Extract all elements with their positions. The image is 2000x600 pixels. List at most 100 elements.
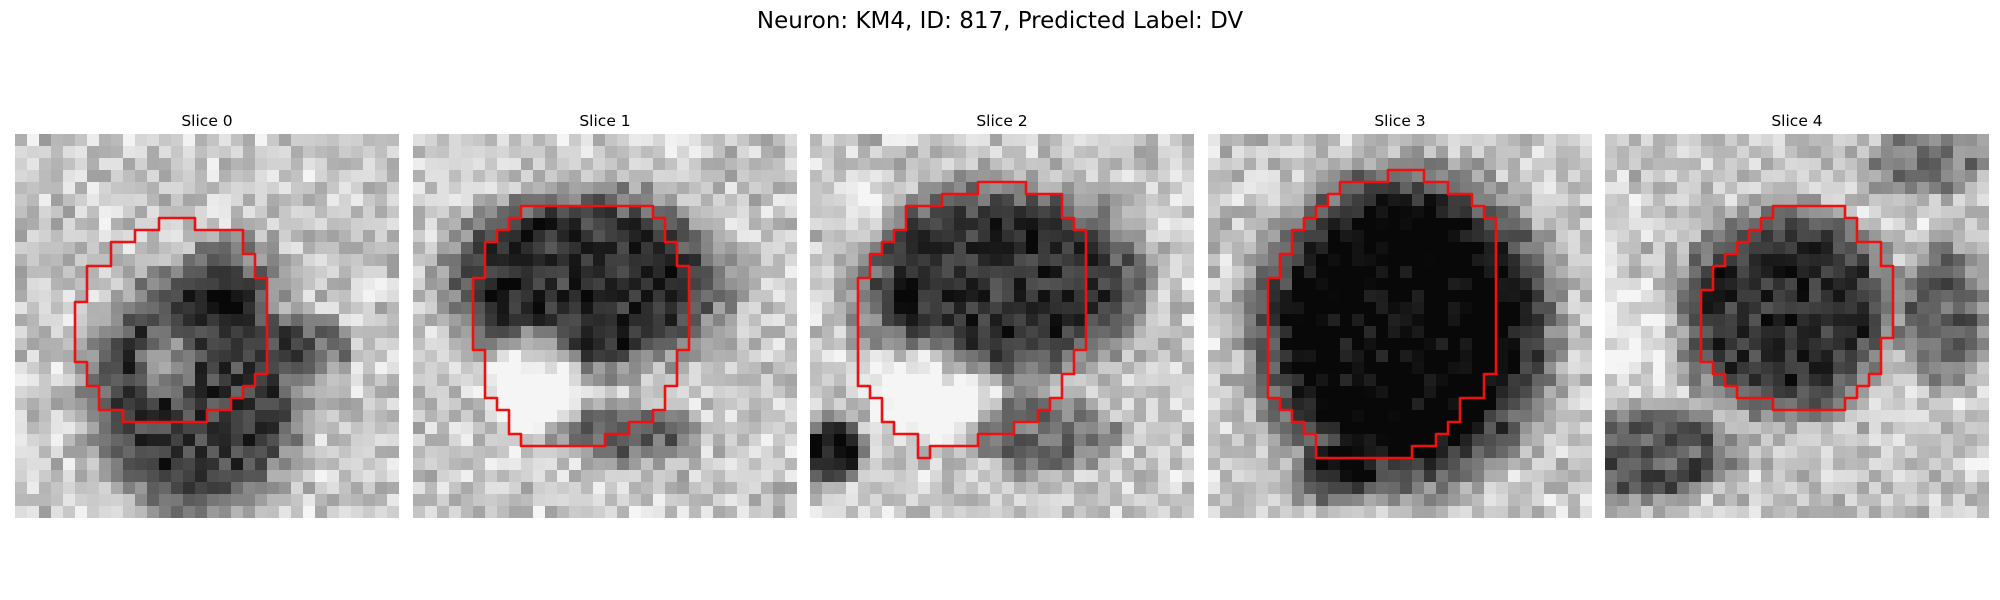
pixel-cell bbox=[1050, 266, 1063, 279]
pixel-cell bbox=[351, 134, 364, 147]
pixel-cell bbox=[1182, 254, 1194, 267]
pixel-cell bbox=[761, 158, 774, 171]
pixel-cell bbox=[521, 146, 534, 159]
pixel-cell bbox=[1424, 362, 1437, 375]
pixel-cell bbox=[1845, 134, 1858, 147]
pixel-cell bbox=[485, 230, 498, 243]
pixel-cell bbox=[63, 398, 76, 411]
pixel-cell bbox=[1014, 290, 1027, 303]
pixel-cell bbox=[255, 434, 268, 447]
pixel-cell bbox=[1568, 398, 1581, 411]
pixel-cell bbox=[521, 458, 534, 471]
pixel-cell bbox=[1134, 422, 1147, 435]
pixel-cell bbox=[375, 278, 388, 291]
pixel-cell bbox=[1256, 230, 1269, 243]
pixel-cell bbox=[1328, 410, 1341, 423]
pixel-cell bbox=[1268, 302, 1281, 315]
pixel-cell bbox=[1749, 302, 1762, 315]
pixel-cell bbox=[1941, 398, 1954, 411]
pixel-cell bbox=[1448, 374, 1461, 387]
pixel-cell bbox=[135, 170, 148, 183]
pixel-cell bbox=[195, 170, 208, 183]
pixel-cell bbox=[1400, 158, 1413, 171]
pixel-cell bbox=[822, 182, 835, 195]
pixel-cell bbox=[1520, 158, 1533, 171]
pixel-cell bbox=[677, 266, 690, 279]
pixel-cell bbox=[159, 374, 172, 387]
pixel-cell bbox=[1689, 242, 1702, 255]
pixel-cell bbox=[1268, 446, 1281, 459]
pixel-cell bbox=[990, 254, 1003, 267]
pixel-cell bbox=[231, 374, 244, 387]
pixel-cell bbox=[966, 386, 979, 399]
pixel-cell bbox=[1556, 458, 1569, 471]
pixel-cell bbox=[990, 182, 1003, 195]
pixel-cell bbox=[665, 302, 678, 315]
pixel-cell bbox=[1050, 278, 1063, 291]
pixel-cell bbox=[990, 134, 1003, 147]
pixel-cell bbox=[1725, 206, 1738, 219]
pixel-cell bbox=[267, 170, 280, 183]
pixel-cell bbox=[1653, 302, 1666, 315]
pixel-cell bbox=[1316, 242, 1329, 255]
pixel-cell bbox=[39, 302, 52, 315]
pixel-cell bbox=[135, 194, 148, 207]
pixel-cell bbox=[303, 170, 316, 183]
pixel-cell bbox=[267, 134, 280, 147]
pixel-cell bbox=[1208, 254, 1221, 267]
pixel-cell bbox=[449, 254, 462, 267]
pixel-cell bbox=[725, 158, 738, 171]
pixel-cell bbox=[978, 242, 991, 255]
pixel-cell bbox=[954, 134, 967, 147]
pixel-cell bbox=[641, 194, 654, 207]
pixel-cell bbox=[906, 158, 919, 171]
pixel-cell bbox=[437, 374, 450, 387]
pixel-cell bbox=[1400, 374, 1413, 387]
pixel-cell bbox=[1689, 278, 1702, 291]
pixel-cell bbox=[882, 422, 895, 435]
pixel-cell bbox=[75, 278, 88, 291]
pixel-cell bbox=[882, 266, 895, 279]
pixel-cell bbox=[1580, 494, 1592, 507]
pixel-cell bbox=[1062, 158, 1075, 171]
pixel-cell bbox=[1110, 218, 1123, 231]
pixel-cell bbox=[1026, 230, 1039, 243]
pixel-cell bbox=[1098, 242, 1111, 255]
pixel-cell bbox=[497, 398, 510, 411]
pixel-cell bbox=[1292, 458, 1305, 471]
pixel-cell bbox=[147, 182, 160, 195]
pixel-cell bbox=[1905, 422, 1918, 435]
pixel-cell bbox=[327, 506, 340, 518]
pixel-cell bbox=[1098, 494, 1111, 507]
pixel-cell bbox=[773, 134, 786, 147]
pixel-cell bbox=[1086, 134, 1099, 147]
pixel-cell bbox=[449, 482, 462, 495]
pixel-cell bbox=[1520, 410, 1533, 423]
pixel-cell bbox=[858, 146, 871, 159]
pixel-cell bbox=[303, 350, 316, 363]
pixel-cell bbox=[1244, 158, 1257, 171]
pixel-cell bbox=[1761, 398, 1774, 411]
pixel-cell bbox=[473, 338, 486, 351]
pixel-cell bbox=[425, 410, 438, 423]
pixel-cell bbox=[749, 182, 762, 195]
pixel-cell bbox=[761, 254, 774, 267]
pixel-cell bbox=[1833, 362, 1846, 375]
pixel-cell bbox=[1170, 158, 1183, 171]
pixel-cell bbox=[1038, 146, 1051, 159]
pixel-cell bbox=[327, 170, 340, 183]
pixel-cell bbox=[581, 422, 594, 435]
pixel-cell bbox=[1629, 266, 1642, 279]
pixel-cell bbox=[497, 242, 510, 255]
pixel-cell bbox=[279, 458, 292, 471]
pixel-cell bbox=[1472, 374, 1485, 387]
pixel-cell bbox=[1122, 506, 1135, 518]
pixel-cell bbox=[1328, 266, 1341, 279]
pixel-cell bbox=[918, 146, 931, 159]
pixel-cell bbox=[665, 422, 678, 435]
pixel-cell bbox=[1460, 206, 1473, 219]
pixel-cell bbox=[1641, 386, 1654, 399]
pixel-cell bbox=[207, 290, 220, 303]
pixel-cell bbox=[1568, 206, 1581, 219]
pixel-cell bbox=[231, 134, 244, 147]
